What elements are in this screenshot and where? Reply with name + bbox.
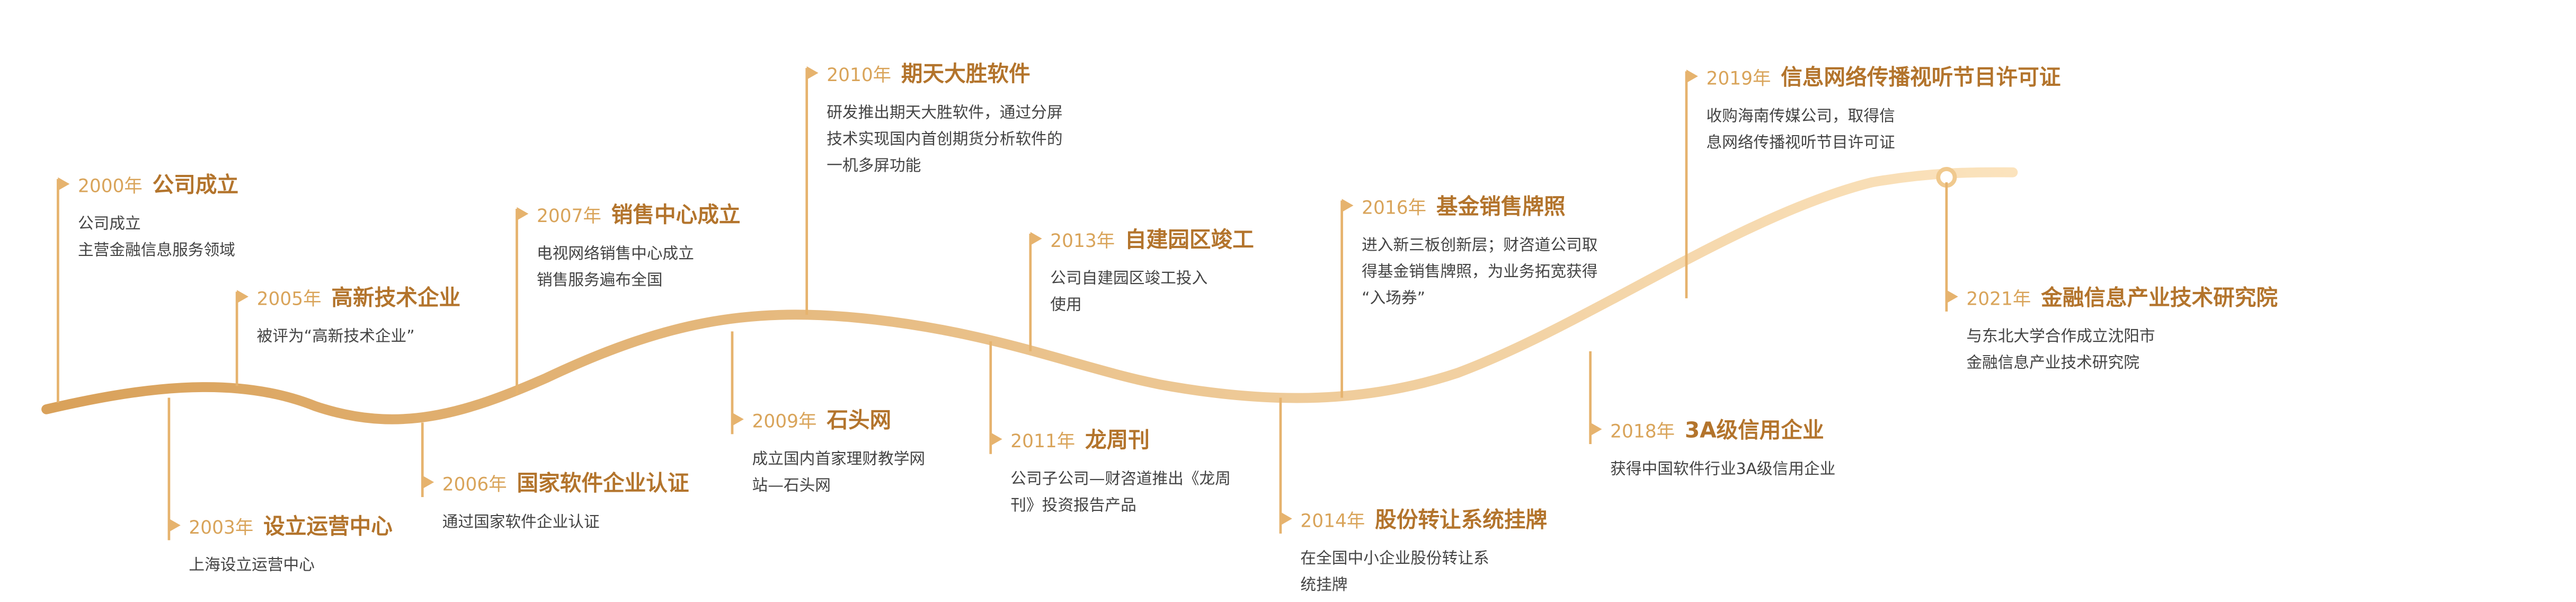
flag — [990, 432, 1002, 446]
event-title: 石头网 — [827, 408, 891, 433]
event-title: 3A级信用企业 — [1685, 417, 1824, 442]
event-year: 2010年 — [827, 65, 891, 86]
event-desc: 电视网络销售中心成立 — [537, 244, 694, 263]
event-title: 设立运营中心 — [263, 514, 393, 539]
flag — [732, 412, 744, 426]
flag — [1686, 69, 1698, 83]
event-title: 销售中心成立 — [611, 202, 741, 227]
event-desc: 息网络传播视听节目许可证 — [1706, 133, 1895, 152]
flag — [1030, 232, 1042, 245]
event-desc: “入场券” — [1362, 289, 1425, 307]
event-desc: 统挂牌 — [1300, 576, 1347, 594]
event-year: 2006年 — [442, 474, 507, 495]
event-desc: 与东北大学合作成立沈阳市 — [1966, 327, 2155, 346]
flag — [1590, 422, 1602, 436]
event-year: 2021年 — [1966, 288, 2031, 309]
event-desc: 一机多屏功能 — [827, 156, 921, 175]
flag — [517, 207, 529, 220]
flag — [1342, 199, 1354, 213]
flag — [58, 177, 70, 191]
event-year: 2003年 — [189, 517, 253, 538]
event-desc: 金融信息产业技术研究院 — [1966, 353, 2139, 372]
event-year: 2005年 — [257, 288, 322, 309]
event-desc: 成立国内首家理财教学网 — [752, 450, 926, 468]
event-year: 2019年 — [1706, 68, 1771, 89]
event-desc: 进入新三板创新层；财咨道公司取 — [1362, 236, 1597, 254]
event-desc: 公司自建园区竣工投入 — [1050, 269, 1207, 288]
flag — [422, 475, 434, 489]
event-desc: 收购海南传媒公司，取得信 — [1706, 107, 1895, 125]
event-year: 2000年 — [78, 176, 143, 197]
event-desc: 公司子公司—财咨道推出《龙周 — [1010, 470, 1231, 488]
flag — [806, 66, 819, 80]
event-title: 高新技术企业 — [331, 285, 460, 310]
event-desc: 在全国中小企业股份转让系 — [1300, 549, 1489, 568]
event-title: 期天大胜软件 — [901, 61, 1031, 86]
event-year: 2007年 — [537, 206, 601, 227]
event-desc: 上海设立运营中心 — [189, 556, 315, 574]
event-year: 2009年 — [752, 411, 817, 432]
event-desc: 得基金销售牌照，为业务拓宽获得 — [1362, 262, 1597, 281]
flag — [1946, 290, 1958, 304]
event-title: 国家软件企业认证 — [517, 471, 689, 496]
event-desc: 使用 — [1050, 296, 1081, 314]
event-title: 自建园区竣工 — [1125, 227, 1254, 252]
event-desc: 销售服务遍布全国 — [537, 271, 662, 289]
event-desc: 技术实现国内首创期货分析软件的 — [827, 130, 1062, 148]
event-desc: 刊》投资报告产品 — [1010, 496, 1136, 515]
event-desc: 站—石头网 — [752, 476, 831, 495]
event-year: 2011年 — [1010, 431, 1075, 452]
flag — [168, 518, 181, 532]
event-title: 股份转让系统挂牌 — [1375, 507, 1547, 532]
timeline-curve — [41, 167, 2018, 424]
event-title: 金融信息产业技术研究院 — [2040, 285, 2278, 310]
event-title: 信息网络传播视听节目许可证 — [1781, 64, 2060, 90]
event-desc: 公司成立 — [78, 215, 141, 233]
event-year: 2016年 — [1362, 197, 1426, 218]
event-year: 2013年 — [1050, 231, 1115, 252]
event-title: 基金销售牌照 — [1436, 193, 1566, 219]
event-desc: 通过国家软件企业认证 — [442, 512, 600, 531]
event-desc: 被评为“高新技术企业” — [257, 327, 415, 346]
event-desc: 主营金融信息服务领域 — [78, 241, 235, 260]
event-title: 龙周刊 — [1085, 427, 1150, 453]
flag — [1280, 512, 1292, 526]
event-year: 2014年 — [1300, 510, 1365, 532]
event-year: 2018年 — [1610, 421, 1675, 442]
event-desc: 获得中国软件行业3A级信用企业 — [1610, 459, 1835, 478]
flag — [237, 290, 249, 304]
event-desc: 研发推出期天大胜软件，通过分屏 — [827, 103, 1062, 122]
event-title: 公司成立 — [153, 172, 239, 198]
